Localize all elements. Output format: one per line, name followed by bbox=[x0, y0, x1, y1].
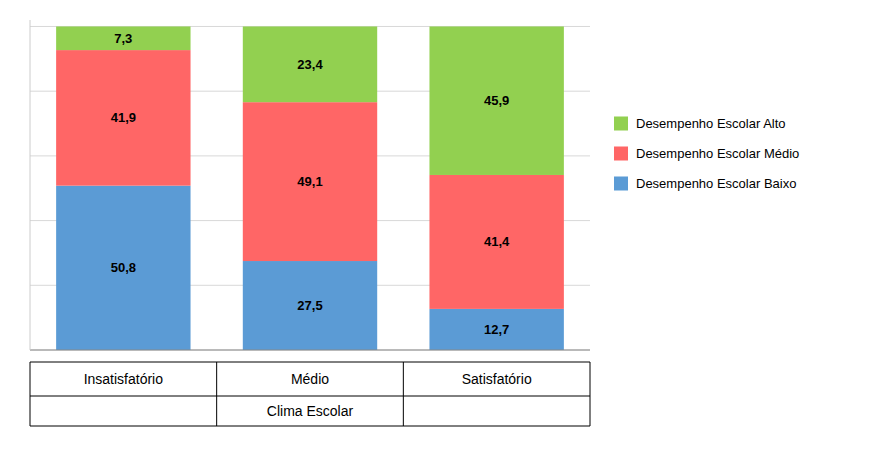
bar-segment bbox=[429, 175, 563, 309]
data-label: 41,9 bbox=[111, 110, 136, 125]
legend-label: Desempenho Escolar Médio bbox=[636, 146, 799, 161]
chart-container: 50,8 41,9 7,3 27,5 49,1 23,4 12,7 41,4 45,9 Insat… bbox=[0, 0, 874, 476]
bar-segment bbox=[56, 50, 190, 186]
legend-swatch bbox=[614, 117, 628, 131]
table-line bbox=[590, 362, 591, 426]
legend: Desempenho Escolar Alto Desempenho Escola… bbox=[614, 116, 799, 191]
data-label: 45,9 bbox=[484, 93, 509, 108]
grid bbox=[30, 26, 590, 350]
data-label: 12,7 bbox=[484, 322, 509, 337]
table-line bbox=[30, 362, 590, 363]
table-line bbox=[30, 426, 590, 427]
x-tick-label: Satisfatório bbox=[462, 371, 532, 387]
bar-segment bbox=[56, 26, 190, 50]
data-label: 41,4 bbox=[484, 234, 510, 249]
x-tick-label: Médio bbox=[291, 371, 329, 387]
bar-segment bbox=[429, 26, 563, 175]
legend-swatch bbox=[614, 177, 628, 191]
bar-segment bbox=[243, 261, 377, 350]
x-axis-line bbox=[30, 350, 590, 351]
bar-segment bbox=[56, 186, 190, 350]
data-label: 23,4 bbox=[297, 57, 323, 72]
legend-label: Desempenho Escolar Baixo bbox=[636, 176, 796, 191]
table-line bbox=[216, 362, 217, 426]
legend-label: Desempenho Escolar Alto bbox=[636, 116, 786, 131]
data-label: 7,3 bbox=[114, 31, 132, 46]
bar-segment bbox=[429, 309, 563, 350]
y-axis-line bbox=[30, 20, 31, 350]
table-line bbox=[30, 362, 31, 426]
chart-svg: 50,8 41,9 7,3 27,5 49,1 23,4 12,7 41,4 45,9 Insat… bbox=[0, 0, 874, 476]
data-label: 49,1 bbox=[297, 174, 322, 189]
table-line bbox=[30, 396, 590, 397]
bars bbox=[56, 26, 564, 350]
x-tick-label: Insatisfatório bbox=[84, 371, 164, 387]
legend-swatch bbox=[614, 147, 628, 161]
data-labels: 50,8 41,9 7,3 27,5 49,1 23,4 12,7 41,4 45,9 bbox=[111, 31, 510, 337]
x-axis-label: Clima Escolar bbox=[267, 403, 354, 419]
table-line bbox=[403, 362, 404, 426]
data-label: 50,8 bbox=[111, 260, 136, 275]
category-table: Insatisfatório Médio Satisfatório Clima Esc… bbox=[30, 362, 590, 426]
bar-segment bbox=[243, 26, 377, 102]
bar-segment bbox=[243, 102, 377, 261]
grid-line bbox=[30, 350, 590, 351]
data-label: 27,5 bbox=[297, 298, 322, 313]
